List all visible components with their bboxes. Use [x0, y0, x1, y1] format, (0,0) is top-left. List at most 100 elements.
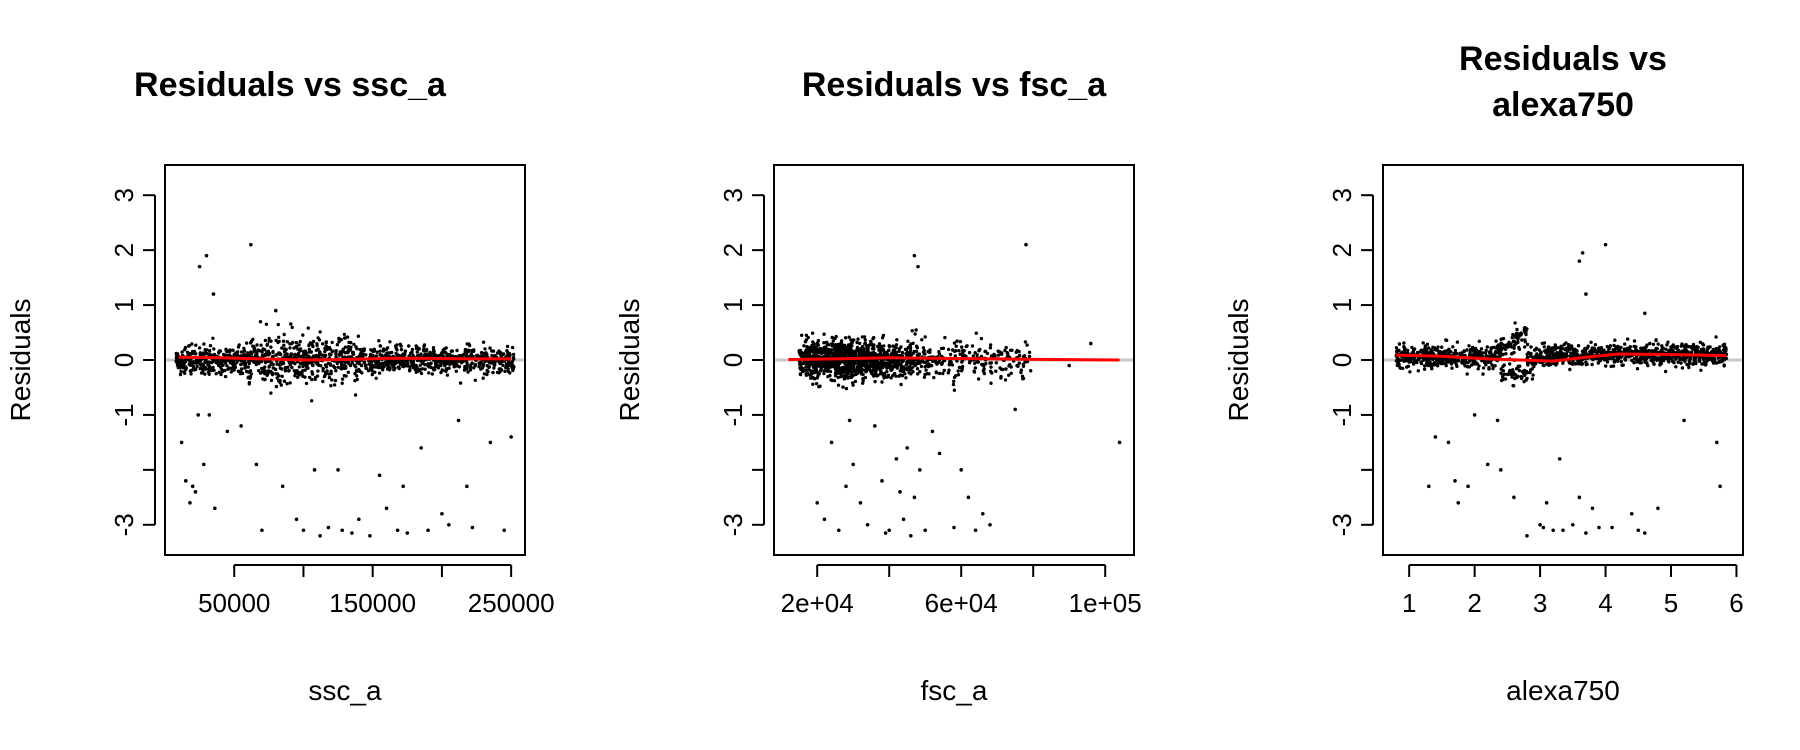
data-point — [388, 340, 392, 344]
outlier-point — [1584, 531, 1588, 535]
data-point — [870, 351, 874, 355]
outlier-point — [1544, 501, 1549, 505]
data-point — [336, 365, 340, 369]
data-point — [225, 364, 229, 368]
data-point — [510, 359, 515, 364]
data-point — [807, 350, 812, 354]
panel-1: Residuals vs ssc_a 50000 150000 250000 ssc_a… — [5, 66, 555, 706]
outlier-point — [1067, 363, 1071, 368]
data-point — [918, 370, 922, 374]
data-point — [334, 369, 338, 373]
data-point — [175, 353, 179, 357]
data-point — [989, 381, 993, 385]
data-point — [829, 348, 834, 353]
outlier-point — [1643, 311, 1647, 316]
panel-title: Residuals vs ssc_a — [134, 66, 447, 104]
data-point — [1020, 374, 1025, 378]
data-point — [236, 369, 241, 373]
data-point — [928, 348, 932, 352]
data-point — [812, 350, 816, 354]
data-point — [174, 355, 179, 360]
data-point — [1719, 359, 1724, 364]
y-tick-label: 3 — [1327, 188, 1357, 202]
data-point — [1436, 345, 1440, 349]
data-point — [341, 363, 346, 368]
outlier-point — [815, 501, 819, 505]
data-point — [310, 377, 314, 382]
data-point — [294, 340, 299, 345]
data-point — [282, 343, 286, 347]
outlier-point — [1629, 512, 1634, 516]
data-point — [403, 350, 407, 354]
data-point — [214, 372, 218, 376]
data-point — [334, 355, 338, 359]
data-point — [381, 349, 386, 353]
data-point — [904, 352, 908, 356]
data-point — [285, 340, 289, 344]
outlier-point — [179, 440, 184, 445]
data-point — [214, 360, 218, 365]
data-point — [948, 352, 953, 357]
data-point — [377, 339, 381, 343]
y-tick-label: 1 — [718, 298, 748, 312]
data-point — [866, 349, 870, 353]
outlier-point — [405, 531, 410, 535]
data-point — [410, 347, 415, 352]
data-point — [201, 363, 206, 368]
data-point — [329, 384, 333, 388]
data-point — [1644, 348, 1648, 353]
data-point — [298, 347, 303, 351]
data-point — [951, 382, 956, 387]
outlier-point — [847, 418, 852, 423]
data-point — [413, 367, 417, 371]
y-tick-label: 2 — [718, 243, 748, 257]
data-point — [434, 361, 438, 366]
data-point — [1671, 344, 1675, 349]
data-point — [1432, 363, 1436, 367]
data-point — [352, 342, 356, 347]
data-point — [346, 345, 351, 349]
data-point — [1540, 341, 1545, 346]
outlier-point — [201, 462, 206, 467]
data-point — [239, 362, 243, 367]
data-point — [377, 371, 382, 375]
data-point — [1596, 361, 1601, 365]
data-point — [442, 359, 446, 364]
data-point — [263, 352, 267, 357]
data-point — [1613, 338, 1617, 342]
outlier-point — [204, 253, 209, 258]
outlier-point — [1446, 440, 1451, 445]
data-point — [393, 361, 398, 366]
data-point — [1467, 344, 1471, 348]
data-point — [395, 348, 399, 352]
data-point — [1632, 344, 1636, 349]
data-point — [264, 322, 269, 326]
outlier-point — [1715, 440, 1719, 445]
data-point — [1467, 359, 1472, 363]
data-point — [342, 332, 347, 337]
data-point — [422, 344, 426, 349]
data-point — [1718, 349, 1722, 354]
outlier-point — [1571, 522, 1575, 527]
data-point — [1524, 332, 1528, 337]
outlier-point — [447, 522, 451, 527]
data-point — [826, 347, 830, 352]
data-point — [279, 383, 283, 387]
data-point — [802, 344, 806, 348]
data-point — [1422, 367, 1427, 371]
data-point — [223, 374, 228, 379]
data-point — [870, 343, 875, 347]
data-point — [180, 362, 184, 367]
outlier-point — [873, 424, 877, 428]
outlier-point — [1089, 341, 1093, 346]
data-point — [288, 346, 292, 350]
data-point — [1415, 360, 1419, 365]
data-point — [843, 373, 848, 377]
data-point — [1473, 346, 1478, 351]
data-point — [799, 352, 803, 356]
data-point — [947, 363, 951, 367]
data-point — [1615, 357, 1620, 361]
data-point — [1465, 372, 1469, 376]
data-point — [282, 332, 286, 337]
data-point — [427, 371, 431, 375]
